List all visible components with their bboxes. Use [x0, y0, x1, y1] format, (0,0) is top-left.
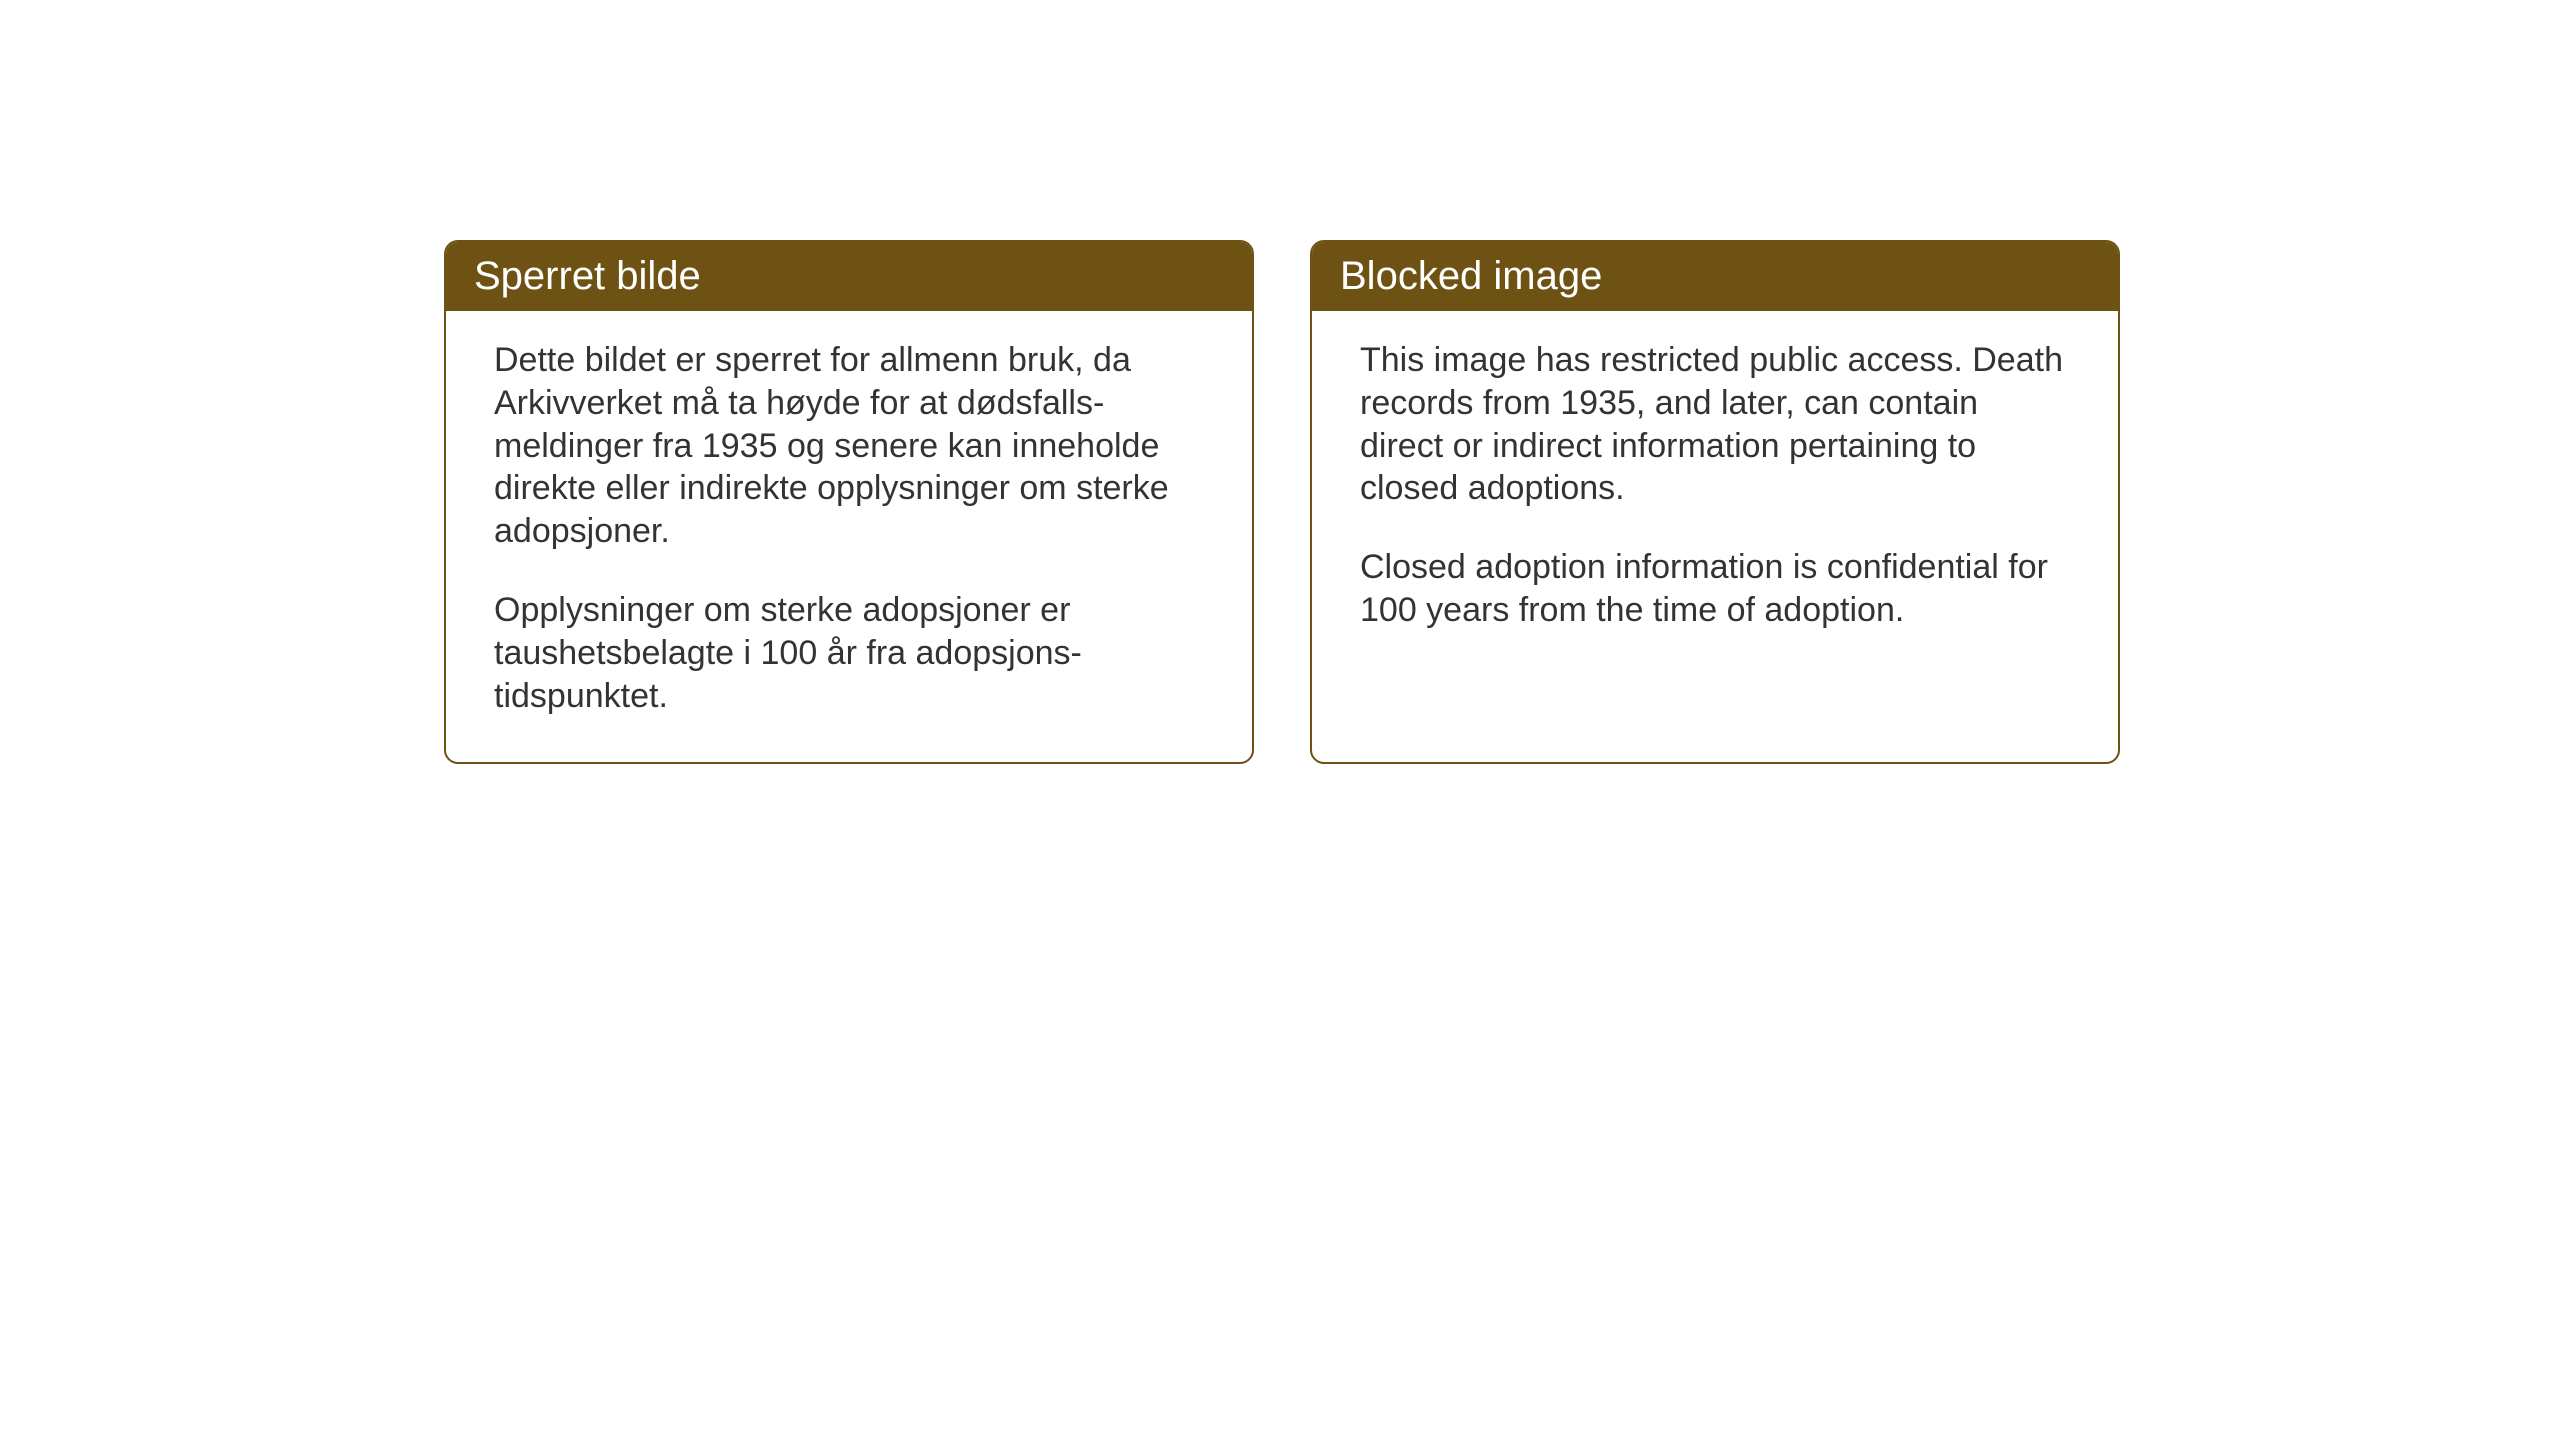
- norwegian-card-title: Sperret bilde: [474, 254, 701, 298]
- english-card-header: Blocked image: [1312, 242, 2118, 311]
- english-paragraph-2: Closed adoption information is confident…: [1360, 546, 2070, 632]
- english-card-body: This image has restricted public access.…: [1312, 311, 2118, 676]
- norwegian-paragraph-2: Opplysninger om sterke adopsjoner er tau…: [494, 589, 1204, 717]
- notice-container: Sperret bilde Dette bildet er sperret fo…: [444, 240, 2120, 764]
- norwegian-card-header: Sperret bilde: [446, 242, 1252, 311]
- english-paragraph-1: This image has restricted public access.…: [1360, 339, 2070, 510]
- english-card-title: Blocked image: [1340, 254, 1602, 298]
- norwegian-notice-card: Sperret bilde Dette bildet er sperret fo…: [444, 240, 1254, 764]
- norwegian-paragraph-1: Dette bildet er sperret for allmenn bruk…: [494, 339, 1204, 553]
- english-notice-card: Blocked image This image has restricted …: [1310, 240, 2120, 764]
- norwegian-card-body: Dette bildet er sperret for allmenn bruk…: [446, 311, 1252, 762]
